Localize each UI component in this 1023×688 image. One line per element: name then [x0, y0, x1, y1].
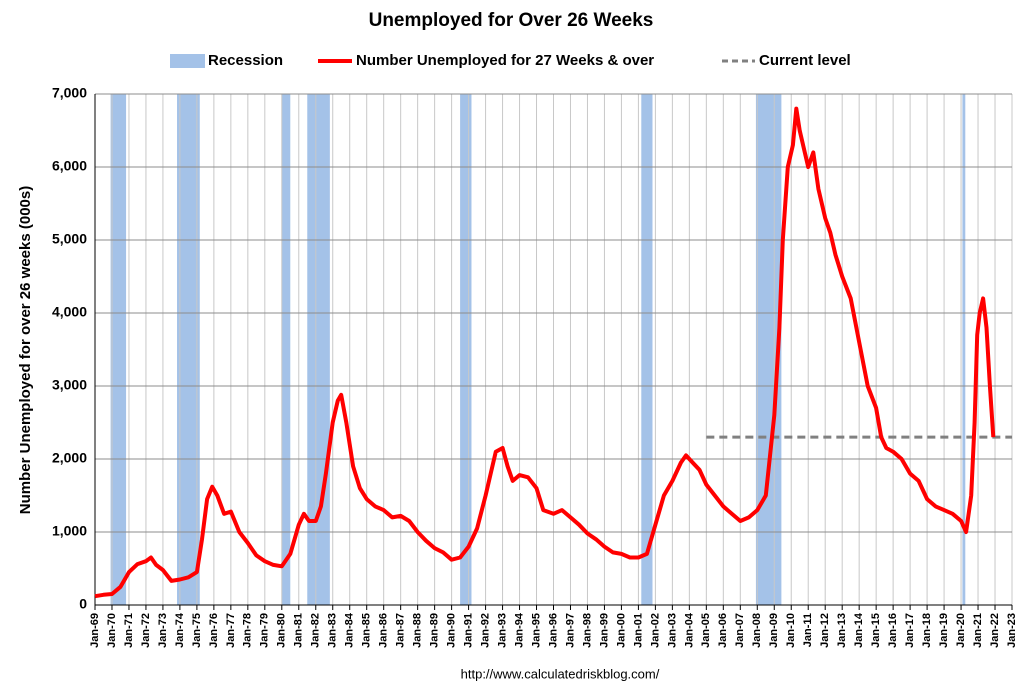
x-tick-label: Jan-17 [904, 613, 916, 648]
x-tick-label: Jan-93 [496, 613, 508, 648]
legend-label: Recession [208, 52, 283, 69]
x-tick-label: Jan-95 [530, 613, 542, 648]
chart-title: Unemployed for Over 26 Weeks [369, 10, 654, 31]
x-tick-label: Jan-77 [225, 613, 237, 648]
x-tick-label: Jan-79 [259, 613, 271, 648]
x-tick-label: Jan-83 [327, 613, 339, 648]
y-tick-label: 4,000 [52, 304, 87, 320]
y-tick-label: 3,000 [52, 377, 87, 393]
x-tick-label: Jan-18 [921, 613, 933, 648]
x-tick-label: Jan-13 [836, 613, 848, 648]
x-tick-label: Jan-97 [564, 613, 576, 648]
x-tick-label: Jan-71 [123, 613, 135, 648]
recession-band [307, 94, 330, 605]
x-tick-label: Jan-92 [479, 613, 491, 648]
y-tick-label: 2,000 [52, 450, 87, 466]
legend-label: Number Unemployed for 27 Weeks & over [356, 52, 654, 69]
x-tick-label: Jan-01 [632, 613, 644, 648]
x-tick-label: Jan-69 [89, 613, 101, 648]
y-tick-label: 5,000 [52, 231, 87, 247]
x-tick-label: Jan-88 [412, 613, 424, 648]
legend-label: Current level [759, 52, 851, 69]
x-tick-label: Jan-08 [751, 613, 763, 648]
recession-band [110, 94, 127, 605]
x-tick-label: Jan-11 [802, 613, 814, 647]
recession-band [460, 94, 472, 605]
x-tick-label: Jan-07 [734, 613, 746, 648]
x-tick-label: Jan-87 [395, 613, 407, 648]
x-tick-label: Jan-82 [310, 613, 322, 648]
y-axis-label: Number Unemployed for over 26 weeks (000… [17, 186, 34, 514]
x-tick-label: Jan-73 [157, 613, 169, 648]
x-tick-label: Jan-80 [276, 613, 288, 648]
y-tick-label: 7,000 [52, 85, 87, 101]
x-tick-label: Jan-04 [683, 612, 695, 648]
y-tick-label: 6,000 [52, 158, 87, 174]
x-tick-label: Jan-14 [853, 612, 865, 648]
x-tick-label: Jan-91 [462, 613, 474, 648]
x-tick-label: Jan-72 [140, 613, 152, 648]
x-tick-label: Jan-70 [106, 613, 118, 648]
recession-band [962, 94, 966, 605]
x-tick-label: Jan-90 [446, 613, 458, 648]
x-tick-label: Jan-21 [972, 613, 984, 648]
x-tick-label: Jan-76 [208, 613, 220, 648]
legend-swatch [170, 54, 205, 68]
x-tick-label: Jan-15 [870, 613, 882, 648]
x-tick-label: Jan-84 [344, 612, 356, 648]
x-tick-label: Jan-22 [989, 613, 1001, 648]
x-tick-label: Jan-85 [361, 613, 373, 648]
x-tick-label: Jan-00 [615, 613, 627, 648]
y-tick-label: 1,000 [52, 523, 87, 539]
source: http://www.calculatedriskblog.com/ [461, 666, 660, 681]
x-tick-label: Jan-94 [513, 612, 525, 648]
x-tick-label: Jan-99 [598, 613, 610, 648]
x-tick-label: Jan-23 [1006, 613, 1018, 648]
x-tick-label: Jan-06 [717, 613, 729, 648]
x-tick-label: Jan-75 [191, 613, 203, 648]
x-tick-label: Jan-16 [887, 613, 899, 648]
recession-band [177, 94, 200, 605]
x-tick-label: Jan-89 [429, 613, 441, 648]
x-tick-label: Jan-05 [700, 613, 712, 648]
x-tick-label: Jan-09 [768, 613, 780, 648]
x-tick-label: Jan-81 [293, 613, 305, 648]
data-line [94, 106, 996, 599]
recession-band [641, 94, 653, 605]
x-tick-label: Jan-12 [819, 613, 831, 648]
x-tick-label: Jan-20 [955, 613, 967, 648]
x-tick-label: Jan-03 [666, 613, 678, 648]
x-tick-label: Jan-78 [242, 613, 254, 648]
x-tick-label: Jan-98 [581, 613, 593, 648]
x-tick-label: Jan-10 [785, 613, 797, 648]
x-tick-label: Jan-86 [378, 613, 390, 648]
x-tick-label: Jan-19 [938, 613, 950, 648]
x-tick-label: Jan-96 [547, 613, 559, 648]
y-tick-label: 0 [79, 596, 87, 612]
x-tick-label: Jan-74 [174, 612, 186, 648]
x-tick-label: Jan-02 [649, 613, 661, 648]
recession-band [281, 94, 291, 605]
